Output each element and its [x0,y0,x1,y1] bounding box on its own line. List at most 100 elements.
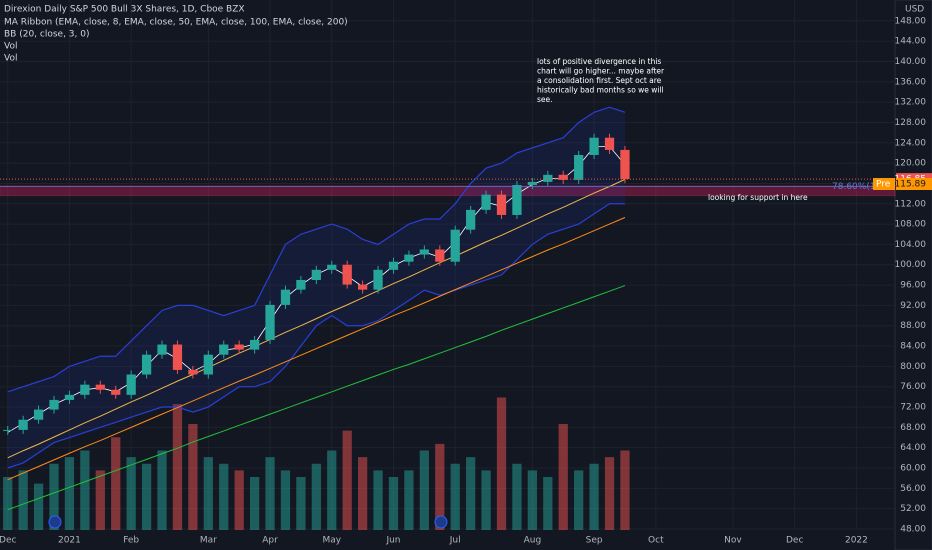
y-tick-label: 132.00 [895,98,927,108]
candle [49,399,59,410]
y-tick-label: 60.00 [900,464,926,474]
x-tick-label: May [322,536,341,546]
candle [435,249,445,262]
dividend-icon [434,515,448,529]
pre-price-label: 115.89 [895,180,927,190]
volume-bar [203,457,213,530]
y-tick-label: 72.00 [900,403,926,413]
candle [80,384,90,395]
volume-bar [466,457,476,530]
x-tick-label: 2022 [845,536,868,546]
volume-bar [373,470,383,530]
candle [95,384,105,390]
price-axis [894,0,932,550]
candle [296,279,306,290]
y-tick-label: 124.00 [895,138,927,148]
volume-bar [219,463,229,530]
candle [219,344,229,355]
y-tick-label: 144.00 [895,37,927,47]
candle [203,354,213,375]
y-tick-label: 56.00 [900,484,926,494]
pre-price-tag [896,178,932,191]
candle [496,194,507,215]
y-tick-label: 148.00 [895,16,927,26]
volume-bar [249,477,260,530]
volume-bar [342,430,352,530]
y-tick-label: 112.00 [895,199,927,209]
x-tick-label: Jun [385,536,400,546]
x-tick-label: Dec [786,536,803,546]
indicator-label: Vol [4,42,17,52]
candle [620,149,630,180]
candle [512,184,522,215]
indicator-label: MA Ribbon (EMA, close, 8, EMA, close, 50… [4,18,348,28]
candle [327,264,337,270]
moving-average [7,217,626,481]
moving-average [7,178,626,459]
candle [18,419,28,430]
candle [311,269,321,280]
candle [33,409,44,420]
volume-bar [296,477,306,530]
y-tick-label: 128.00 [895,118,927,128]
y-tick-label: 140.00 [895,57,927,67]
volume-bar [604,457,615,530]
x-tick-label: Aug [524,536,542,546]
candle [265,304,275,340]
y-tick-label: 48.00 [900,524,926,534]
candle [388,261,399,270]
volume-bar [95,470,105,530]
annotation: looking for support in here [708,193,808,202]
y-tick-label: 64.00 [900,443,926,453]
candle [419,249,429,255]
bollinger-fill [7,107,625,469]
x-tick-label: 2021 [58,536,81,546]
chart-title: Direxion Daily S&P 500 Bull 3X Shares, 1… [4,5,245,15]
volume-bar [574,470,584,530]
bollinger-upper [7,106,626,393]
candle [172,344,183,370]
annotation: lots of positive divergence in this [537,57,661,66]
y-tick-label: 80.00 [900,362,926,372]
pre-tag [873,178,895,191]
y-tick-label: 68.00 [900,423,926,433]
volume-bar [327,450,337,530]
volume-bar [450,463,460,530]
volume-bar [404,470,414,530]
candle [249,339,260,350]
x-tick-label: Mar [200,536,217,546]
candle [450,229,460,262]
pre-label: Pre [876,180,891,190]
volume-bar [18,470,28,530]
annotation: historically bad months so we will [537,86,664,95]
volume-bar [527,470,537,530]
candle [188,369,198,375]
y-tick-label: 96.00 [900,281,926,291]
volume-bar [589,463,599,530]
y-tick-label: 52.00 [900,504,926,514]
volume-bar [234,470,244,530]
volume-bar [141,463,152,530]
x-tick-label: Dec [0,536,16,546]
candle [466,209,476,230]
x-tick-label: Feb [123,536,139,546]
volume-bar [558,424,568,530]
candle [373,269,383,290]
candle [141,354,152,375]
candle [157,344,167,355]
annotation: see. [537,95,553,104]
annotation: chart will go higher... maybe after [537,67,665,76]
candle [543,174,553,182]
volume-bar [496,397,507,530]
currency: USD [905,5,924,15]
volume-bar [64,457,75,530]
volume-bar [126,457,136,530]
volume-bar [512,463,522,530]
candle [3,429,13,431]
moving-average [7,285,626,511]
volume-bar [33,483,44,530]
candle [527,181,537,185]
candle [589,137,599,155]
x-tick-label: Apr [262,536,278,546]
